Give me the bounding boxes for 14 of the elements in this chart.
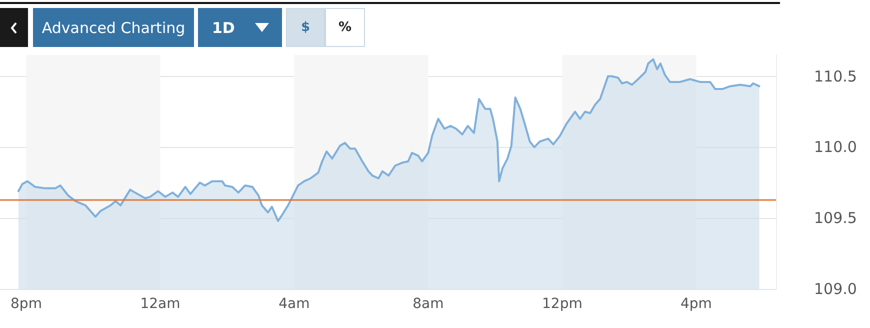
x-tick-label: 4am (278, 296, 310, 312)
text: $ (300, 20, 310, 35)
x-tick-label: 12am (140, 296, 180, 312)
y-tick-label: 110.5 (814, 67, 857, 86)
x-tick-label: 8pm (10, 296, 42, 312)
y-tick-label: 109.5 (814, 209, 857, 228)
x-tick-label: 12pm (542, 296, 582, 312)
text: % (338, 20, 352, 35)
text: Advanced Charting (42, 18, 186, 36)
y-tick-label: 109.0 (814, 280, 857, 298)
x-tick-label: 8am (412, 296, 444, 312)
x-tick-label: 4pm (680, 296, 712, 312)
y-tick-label: 110.0 (814, 138, 857, 156)
text: 1D (212, 18, 235, 36)
